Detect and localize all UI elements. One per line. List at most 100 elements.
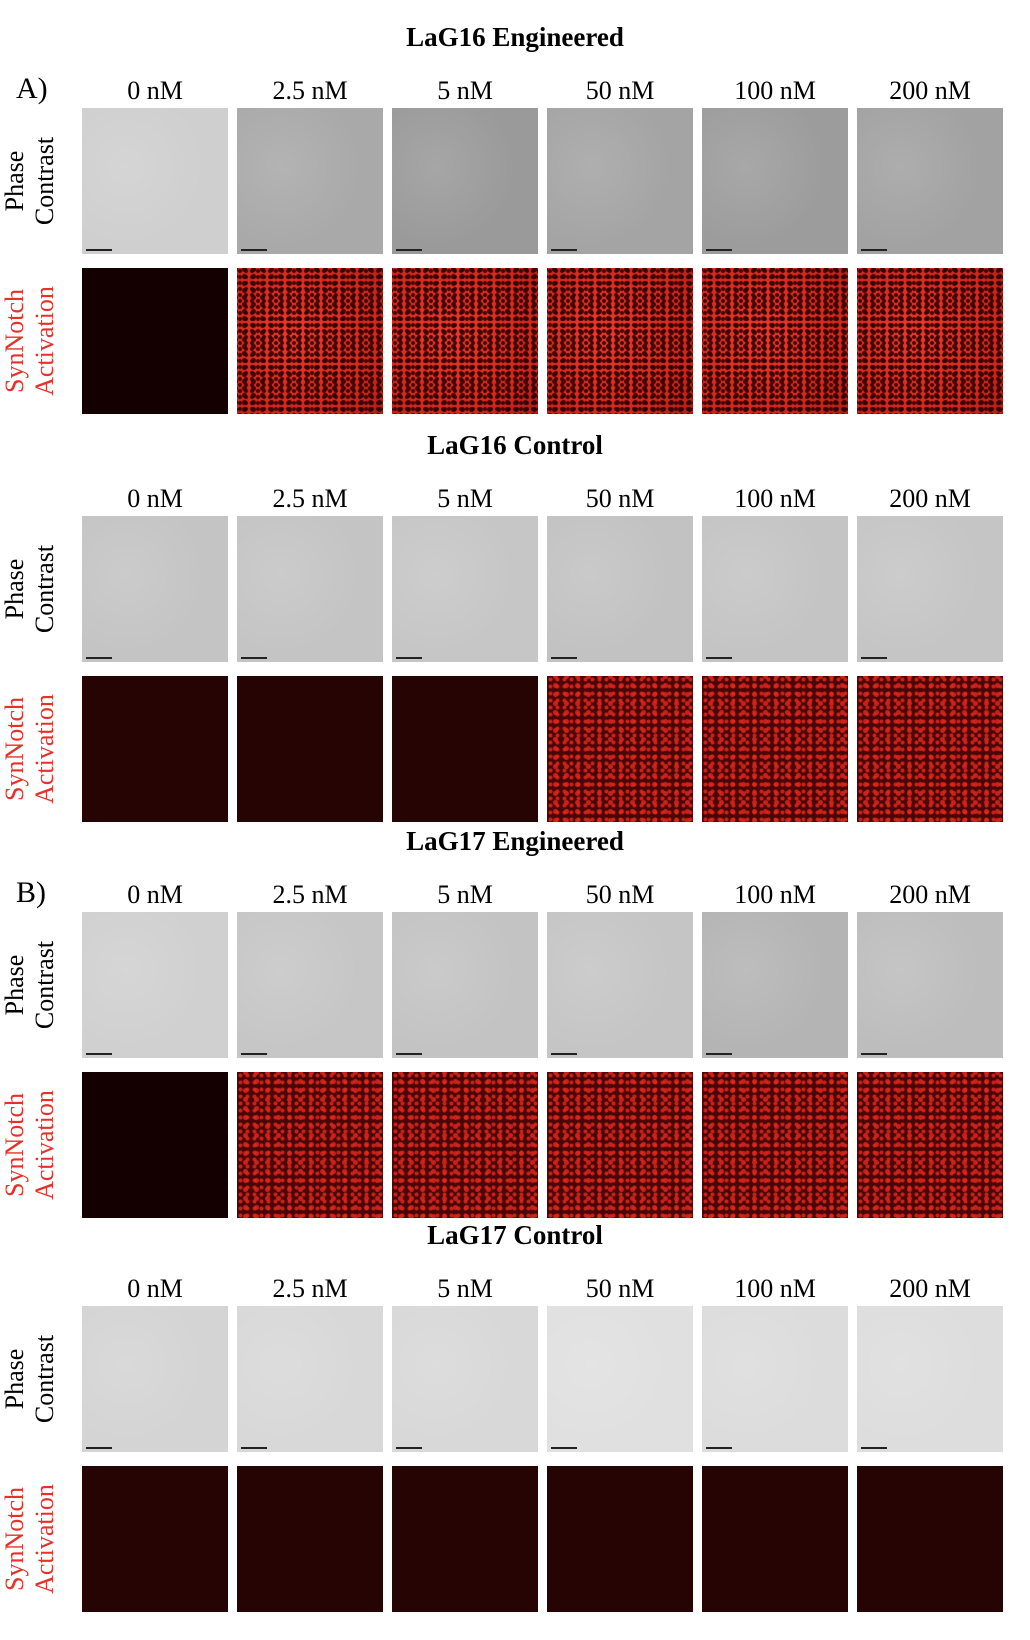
synnotch-image <box>702 676 848 822</box>
concentration-label: 0 nM <box>127 1274 183 1303</box>
synnotch-image <box>237 1466 383 1612</box>
synnotch-image <box>392 268 538 414</box>
concentration-label: 200 nM <box>889 880 971 909</box>
synnotch-image <box>82 1466 228 1612</box>
scale-bar <box>551 1447 577 1449</box>
synnotch-image <box>392 1072 538 1218</box>
synnotch-image <box>82 268 228 414</box>
scale-bar <box>706 1053 732 1055</box>
synnotch-image <box>392 676 538 822</box>
concentration-label: 0 nM <box>127 880 183 909</box>
scale-bar <box>396 249 422 251</box>
row-label-line: Activation <box>30 1090 59 1200</box>
synnotch-image <box>702 1466 848 1612</box>
scale-bar <box>241 657 267 659</box>
concentration-label: 0 nM <box>127 76 183 105</box>
phase-contrast-image <box>702 1306 848 1452</box>
row-label: Phase Contrast <box>0 1306 70 1452</box>
phase-contrast-image <box>237 516 383 662</box>
concentration-label: 5 nM <box>437 1274 493 1303</box>
row-label-line: SynNotch <box>0 289 29 393</box>
row-label: SynNotch Activation <box>0 268 70 414</box>
panel-letter: B) <box>16 876 46 909</box>
concentration-label: 50 nM <box>585 484 655 513</box>
row-label-line: Phase <box>0 150 29 212</box>
concentration-label: 200 nM <box>889 1274 971 1303</box>
synnotch-image <box>547 1072 693 1218</box>
phase-contrast-image <box>547 516 693 662</box>
concentration-label: 5 nM <box>437 76 493 105</box>
row-label-line: Activation <box>30 286 59 396</box>
synnotch-image <box>82 1072 228 1218</box>
phase-contrast-image <box>237 1306 383 1452</box>
concentration-label: 50 nM <box>585 880 655 909</box>
phase-contrast-image <box>82 1306 228 1452</box>
phase-contrast-image <box>547 108 693 254</box>
scale-bar <box>241 1447 267 1449</box>
scale-bar <box>241 1053 267 1055</box>
synnotch-image <box>547 676 693 822</box>
row-label-line: Contrast <box>30 940 59 1030</box>
concentration-label: 2.5 nM <box>272 880 348 909</box>
scale-bar <box>86 249 112 251</box>
synnotch-image <box>392 1466 538 1612</box>
scale-bar <box>86 1053 112 1055</box>
concentration-label: 200 nM <box>889 484 971 513</box>
synnotch-image <box>547 268 693 414</box>
phase-contrast-image <box>547 912 693 1058</box>
phase-contrast-image <box>547 1306 693 1452</box>
row-label-line: Phase <box>0 558 29 620</box>
synnotch-image <box>857 1466 1003 1612</box>
row-label-line: Contrast <box>30 1334 59 1424</box>
row-label: Phase Contrast <box>0 516 70 662</box>
scale-bar <box>861 249 887 251</box>
phase-contrast-image <box>392 1306 538 1452</box>
concentration-label: 50 nM <box>585 1274 655 1303</box>
concentration-label: 100 nM <box>734 76 816 105</box>
panel-title: LaG17 Control <box>427 1220 603 1250</box>
scale-bar <box>86 657 112 659</box>
phase-contrast-image <box>237 912 383 1058</box>
panel-letter: A) <box>16 72 48 105</box>
phase-contrast-image <box>82 516 228 662</box>
concentration-label: 0 nM <box>127 484 183 513</box>
phase-contrast-image <box>392 108 538 254</box>
concentration-label: 5 nM <box>437 880 493 909</box>
synnotch-image <box>857 268 1003 414</box>
row-label: SynNotch Activation <box>0 1072 70 1218</box>
scale-bar <box>551 657 577 659</box>
phase-contrast-image <box>702 108 848 254</box>
row-label-line: Contrast <box>30 136 59 226</box>
synnotch-image <box>237 676 383 822</box>
scale-bar <box>241 249 267 251</box>
concentration-label: 50 nM <box>585 76 655 105</box>
scale-bar <box>861 657 887 659</box>
synnotch-image <box>702 1072 848 1218</box>
synnotch-image <box>237 268 383 414</box>
phase-contrast-image <box>392 516 538 662</box>
phase-contrast-image <box>237 108 383 254</box>
row-label: Phase Contrast <box>0 912 70 1058</box>
concentration-label: 100 nM <box>734 880 816 909</box>
concentration-label: 5 nM <box>437 484 493 513</box>
scale-bar <box>706 1447 732 1449</box>
synnotch-image <box>237 1072 383 1218</box>
synnotch-image <box>702 268 848 414</box>
scale-bar <box>396 657 422 659</box>
row-label: SynNotch Activation <box>0 1466 70 1612</box>
scale-bar <box>706 657 732 659</box>
phase-contrast-image <box>82 108 228 254</box>
phase-contrast-image <box>392 912 538 1058</box>
panel-title: LaG16 Engineered <box>406 22 624 52</box>
panel-title: LaG17 Engineered <box>406 826 624 856</box>
row-label-line: Activation <box>30 1484 59 1594</box>
phase-contrast-image <box>857 516 1003 662</box>
phase-contrast-image <box>857 1306 1003 1452</box>
row-label-line: SynNotch <box>0 1093 29 1197</box>
phase-contrast-image <box>857 108 1003 254</box>
synnotch-image <box>547 1466 693 1612</box>
phase-contrast-image <box>702 516 848 662</box>
concentration-label: 100 nM <box>734 1274 816 1303</box>
phase-contrast-image <box>702 912 848 1058</box>
row-label-line: Phase <box>0 954 29 1016</box>
